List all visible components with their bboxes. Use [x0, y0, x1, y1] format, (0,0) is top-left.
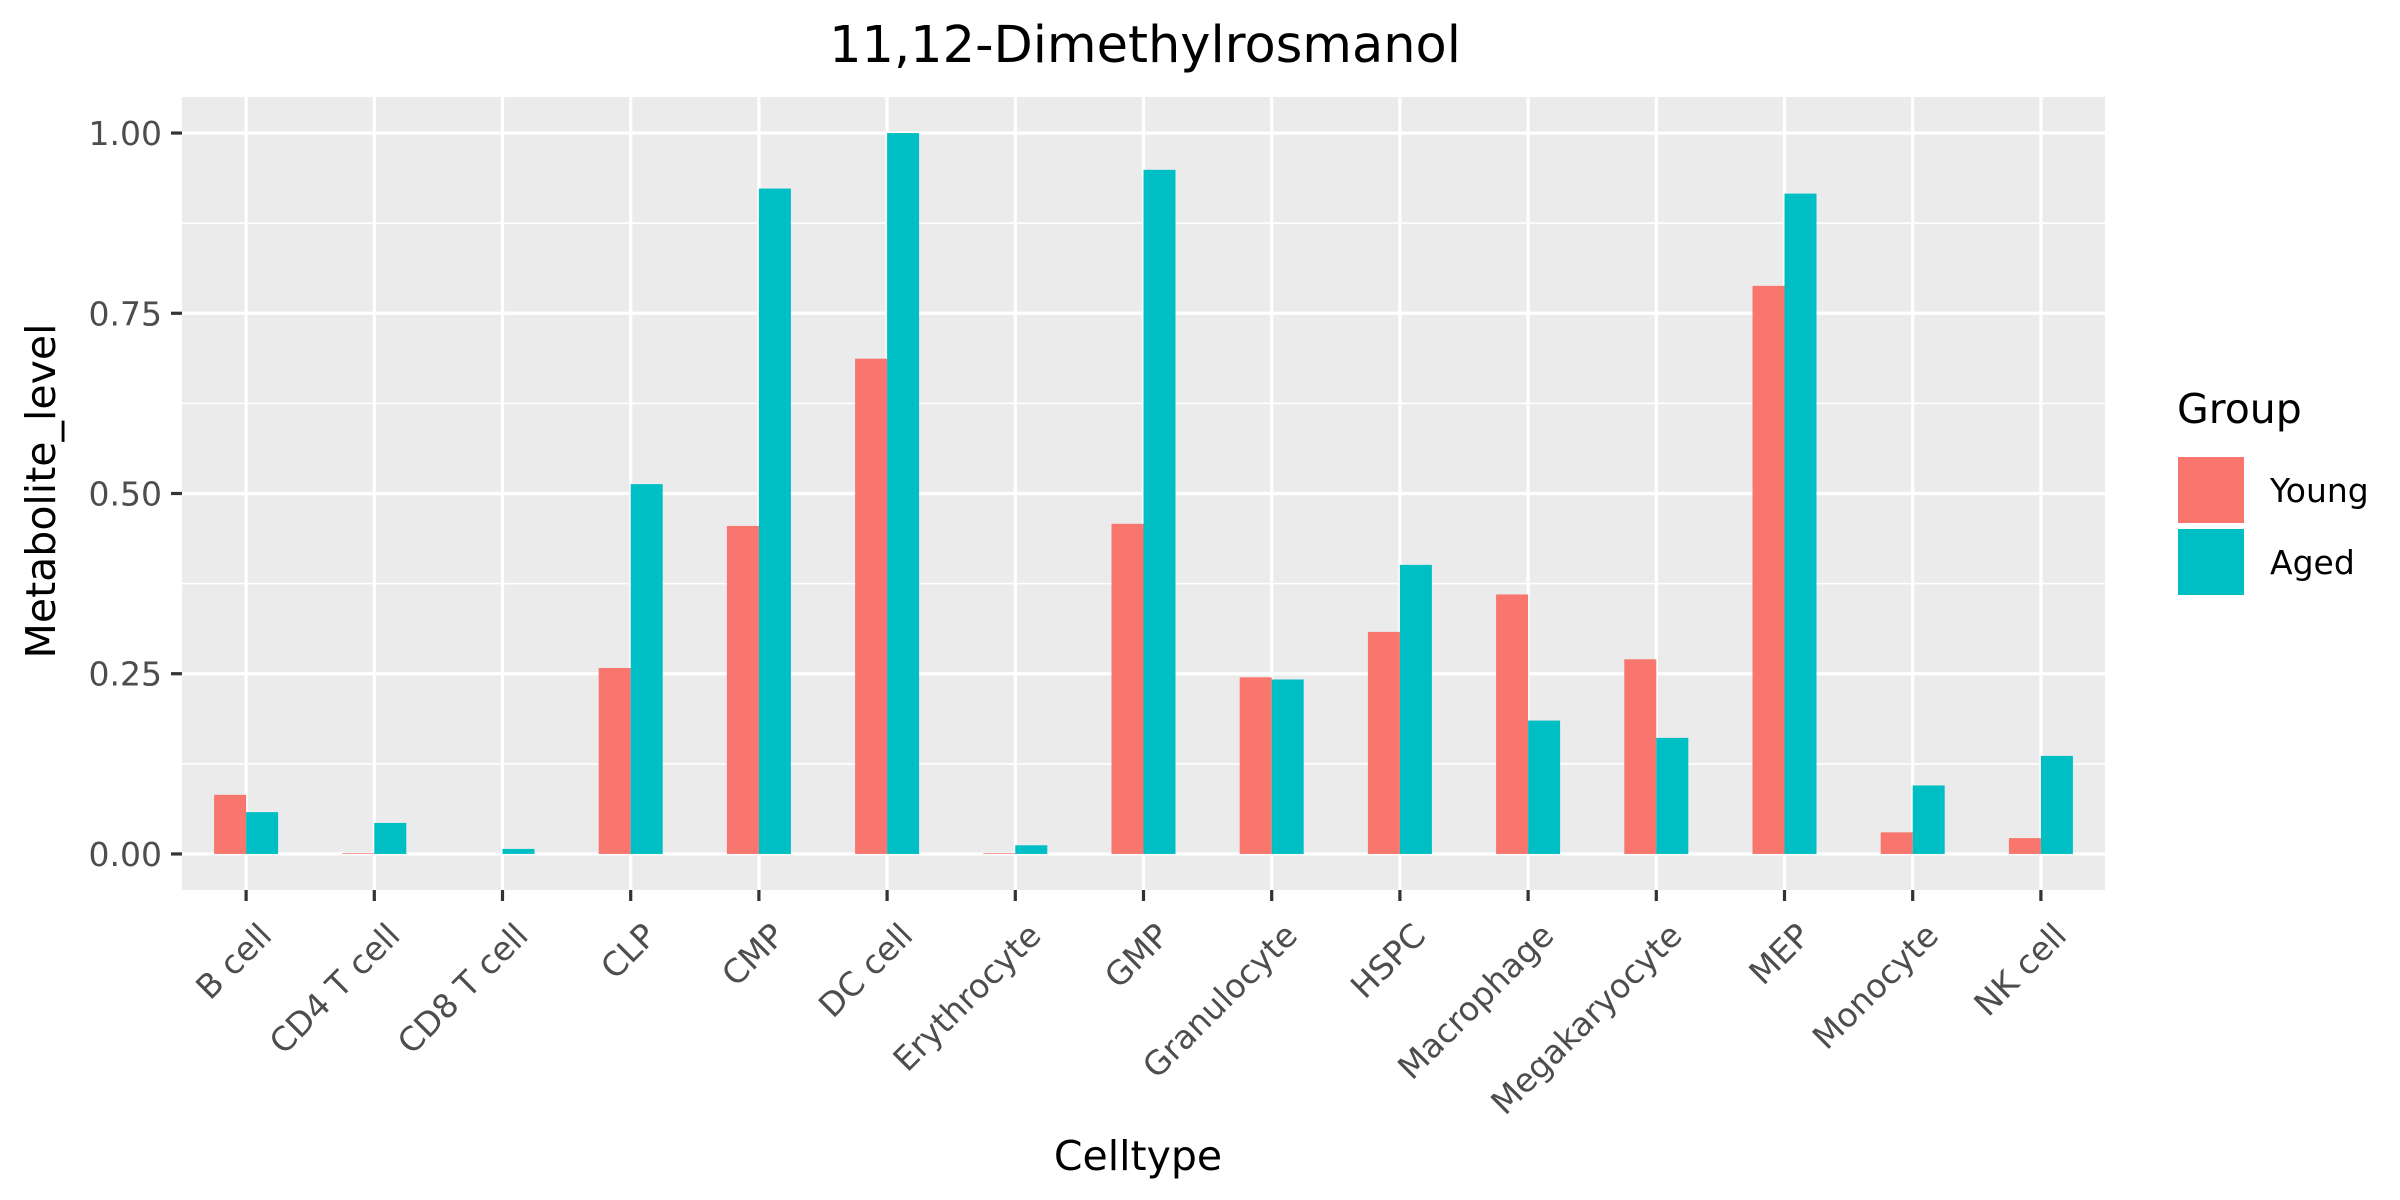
bar-aged-nk-cell: [2040, 755, 2073, 854]
bar-young-granulocyte: [1239, 677, 1272, 854]
bar-aged-b-cell: [246, 812, 279, 854]
bar-aged-dc-cell: [887, 133, 920, 854]
bars: [214, 133, 2073, 854]
bar-young-monocyte: [1880, 832, 1913, 854]
bar-young-b-cell: [214, 794, 247, 854]
bar-aged-mep: [1784, 193, 1817, 854]
x-tick-label: CD4 T cell: [262, 916, 408, 1062]
x-tick-label: CLP: [593, 916, 664, 987]
bar-aged-cd4-t-cell: [374, 822, 407, 854]
x-tick-label: Monocyte: [1805, 916, 1946, 1057]
bar-young-macrophage: [1496, 594, 1529, 854]
chart-title: 11,12-Dimethylrosmanol: [829, 16, 1461, 75]
y-tick-label: 0.25: [89, 655, 162, 694]
bar-aged-gmp: [1143, 169, 1176, 854]
bar-aged-cd8-t-cell: [502, 848, 535, 854]
bar-young-cd4-t-cell: [342, 853, 375, 854]
x-tick-label: CMP: [714, 916, 792, 994]
bar-young-mep: [1752, 285, 1785, 854]
bar-aged-cmp: [758, 188, 791, 854]
y-axis-title: Metabolite_level: [17, 324, 65, 659]
x-tick-label: GMP: [1097, 916, 1177, 996]
bar-aged-granulocyte: [1271, 679, 1304, 854]
bar-young-erythrocyte: [983, 853, 1016, 854]
bar-aged-erythrocyte: [1015, 845, 1048, 854]
x-tick-label: B cell: [188, 916, 279, 1007]
bar-young-clp: [598, 667, 631, 854]
x-tick-label: MEP: [1741, 916, 1818, 993]
x-tick-label: HSPC: [1343, 916, 1433, 1006]
bar-young-cmp: [726, 525, 759, 854]
x-tick-label: DC cell: [811, 916, 920, 1025]
bar-young-dc-cell: [855, 358, 888, 854]
legend-label-aged: Aged: [2270, 543, 2355, 582]
y-tick-label: 1.00: [89, 114, 162, 153]
x-axis-title: Celltype: [1054, 1132, 1222, 1180]
legend-label-young: Young: [2269, 471, 2369, 510]
y-tick-label: 0.50: [89, 475, 162, 514]
bar-young-hspc: [1367, 631, 1400, 854]
legend-key-aged: [2178, 529, 2244, 595]
bar-aged-clp: [630, 484, 663, 854]
y-tick-label: 0.75: [89, 294, 162, 333]
x-tick-label: NK cell: [1966, 916, 2074, 1024]
x-tick-label: CD8 T cell: [390, 916, 536, 1062]
bar-aged-macrophage: [1528, 720, 1561, 854]
bar-young-megakaryocyte: [1624, 659, 1657, 854]
bar-aged-monocyte: [1912, 785, 1945, 854]
bar-young-gmp: [1111, 523, 1144, 854]
bar-aged-megakaryocyte: [1656, 737, 1689, 854]
legend-title: Group: [2177, 385, 2302, 433]
y-tick-label: 0.00: [89, 835, 162, 874]
bar-young-nk-cell: [2008, 838, 2041, 854]
legend-key-young: [2178, 457, 2244, 523]
bar-aged-hspc: [1399, 564, 1432, 854]
legend: Group Young Aged: [2177, 385, 2369, 595]
